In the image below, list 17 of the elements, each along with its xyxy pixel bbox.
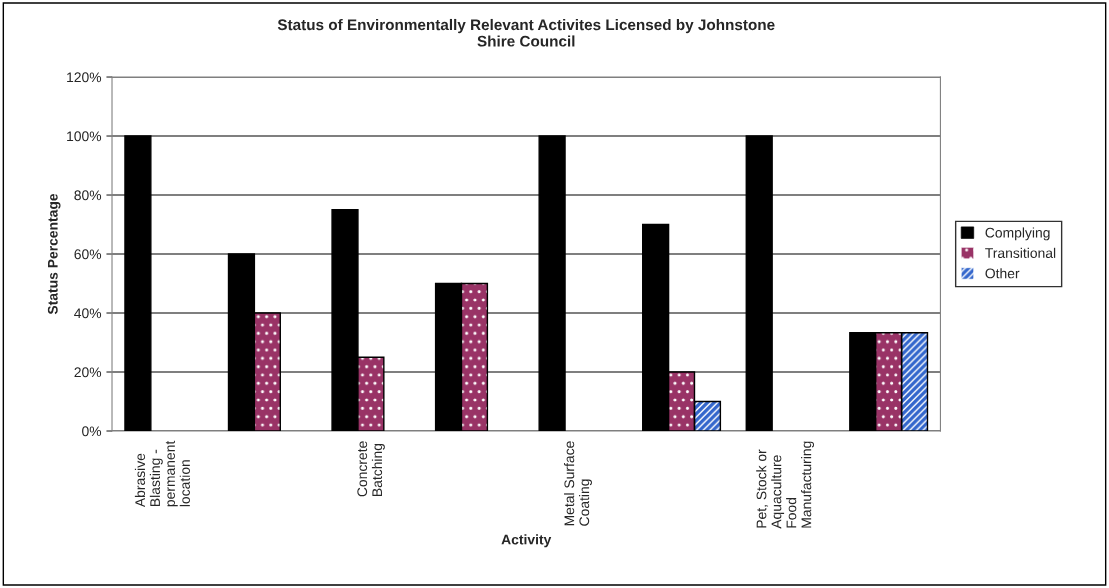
legend-label: Complying: [985, 227, 1050, 241]
x-tick-label: Abrasive Blasting - permanent location: [134, 440, 190, 508]
x-tick-label: Concrete Batching: [357, 441, 385, 497]
chart-title: Status of Environmentally Relevant Activites Licensed by Johnstone Shire Council: [277, 18, 775, 47]
y-tick-label: 40%: [74, 308, 102, 319]
y-tick-label: 0%: [82, 426, 102, 437]
x-axis-title: Activity: [501, 534, 552, 548]
x-tick-label: Metal Surface Coating: [564, 441, 592, 526]
legend-label: Transitional: [985, 247, 1056, 258]
x-tick-label: Pet, Stock or Aquaculture Food Manufacturing: [756, 441, 815, 529]
y-tick-label: 80%: [74, 190, 102, 201]
y-tick-label: 120%: [67, 72, 102, 83]
y-tick-label: 60%: [74, 249, 102, 260]
y-axis-title: Status Percentage: [47, 193, 61, 315]
y-tick-label: 20%: [74, 367, 102, 378]
legend-label: Other: [985, 268, 1020, 279]
y-tick-label: 100%: [67, 131, 102, 142]
